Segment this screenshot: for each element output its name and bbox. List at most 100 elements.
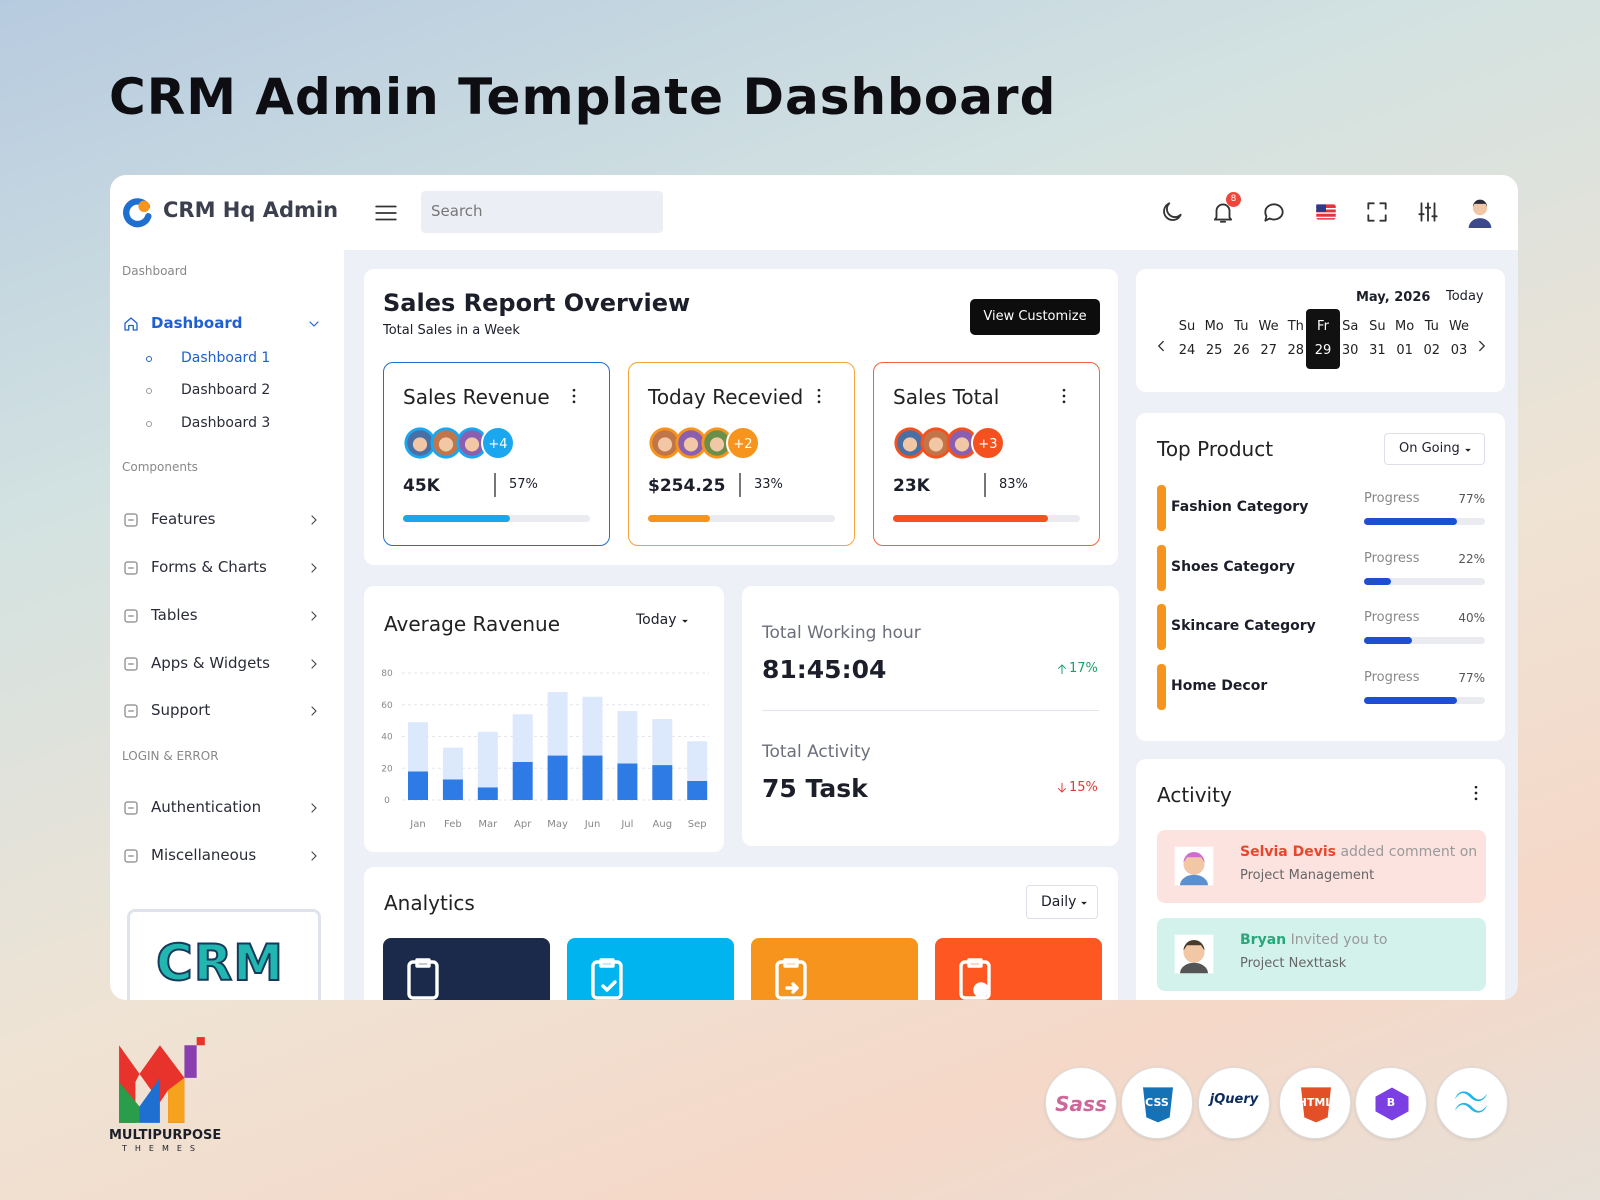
- activity-entry[interactable]: Bryan Invited you to Project Nexttask: [1157, 918, 1486, 991]
- analytics-tile[interactable]: [751, 938, 918, 1000]
- sidebar-subitem[interactable]: Dashboard 1: [146, 347, 326, 371]
- progress-label: Progress: [1364, 669, 1420, 685]
- bar-segment: [617, 763, 638, 800]
- user-avatar[interactable]: [1463, 191, 1497, 231]
- trend-arrow: [1058, 782, 1066, 793]
- filter-dropdown[interactable]: Today: [636, 612, 688, 628]
- icon-part: [139, 1077, 160, 1123]
- search-box[interactable]: Search: [421, 191, 663, 233]
- day-date: 28: [1287, 343, 1305, 358]
- tile-icon: [407, 958, 439, 1000]
- sidebar-item[interactable]: Forms & Charts: [118, 552, 334, 584]
- calendar-day[interactable]: Mo 25: [1197, 309, 1231, 369]
- top-product-card: Top Product On Going Fashion Category Progr…: [1136, 413, 1505, 741]
- icon-part: [1474, 791, 1478, 795]
- progress-track: [1364, 577, 1485, 585]
- calendar-day[interactable]: Mo 01: [1388, 309, 1422, 369]
- sales-report-card: Sales Report Overview Total Sales in a We…: [364, 269, 1118, 565]
- progress-label: Progress: [1364, 610, 1420, 626]
- sidebar-item[interactable]: Tables: [118, 600, 334, 632]
- calendar-day[interactable]: Su 31: [1360, 309, 1394, 369]
- icon-part: [1183, 852, 1205, 863]
- metric-title: Sales Total: [893, 385, 1000, 409]
- calendar-day[interactable]: Su 24: [1170, 309, 1204, 369]
- menu-toggle[interactable]: [373, 200, 399, 226]
- notifications[interactable]: [1210, 199, 1236, 225]
- theme-toggle[interactable]: [1159, 199, 1185, 225]
- icon-part: [311, 706, 317, 716]
- sidebar-item-icon: [124, 704, 138, 718]
- sidebar-item[interactable]: Apps & Widgets: [118, 648, 334, 680]
- today-button[interactable]: Today: [1446, 289, 1484, 304]
- stat-label: Total Working hour: [762, 623, 921, 643]
- sidebar-subitem[interactable]: Dashboard 2: [146, 379, 326, 403]
- page-title: CRM Admin Template Dashboard: [109, 68, 1057, 126]
- tile-icon: [591, 958, 623, 1000]
- fullscreen[interactable]: [1364, 199, 1390, 225]
- x-tick-label: Mar: [478, 819, 498, 830]
- calendar-day[interactable]: Tu 26: [1224, 309, 1258, 369]
- prev-button[interactable]: [1152, 337, 1170, 355]
- tech-shield: [1301, 1087, 1331, 1123]
- calendar-day[interactable]: We 27: [1252, 309, 1286, 369]
- sidebar-item[interactable]: Features: [118, 504, 334, 536]
- sidebar-item[interactable]: Support: [118, 695, 334, 727]
- avatar: [456, 427, 488, 459]
- sales-metric-card: Sales Revenue +4 45K 57%: [383, 362, 610, 546]
- analytics-tile[interactable]: [567, 938, 734, 1000]
- filter-dropdown[interactable]: On Going: [1384, 433, 1485, 465]
- analytics-tile[interactable]: [935, 938, 1102, 1000]
- product-name: Home Decor: [1171, 677, 1268, 694]
- x-tick-label: Jan: [409, 819, 425, 830]
- icon-part: [311, 515, 317, 525]
- icon-part: [415, 958, 431, 968]
- filter-dropdown[interactable]: Daily: [1026, 885, 1098, 919]
- bar-segment: [617, 711, 638, 764]
- more-button[interactable]: [564, 386, 584, 406]
- icon-part: [124, 801, 138, 815]
- settings[interactable]: [1415, 199, 1441, 225]
- next-button[interactable]: [1473, 337, 1491, 355]
- brand-logo: [123, 198, 152, 228]
- sidebar-item-label: Forms & Charts: [151, 558, 267, 576]
- icon-part: [954, 437, 970, 452]
- day-name: Fr: [1317, 319, 1329, 334]
- more-button[interactable]: [809, 386, 829, 406]
- bar-segment: [582, 696, 603, 756]
- product-name: Fashion Category: [1171, 499, 1309, 515]
- icon-part: [572, 388, 576, 392]
- icon-part: [311, 851, 317, 861]
- metric-divider: [494, 473, 496, 497]
- icon-part: [1062, 388, 1066, 392]
- sidebar-item[interactable]: Authentication: [118, 792, 334, 824]
- progress-fill: [1364, 518, 1458, 525]
- sidebar-item[interactable]: Miscellaneous: [118, 840, 334, 872]
- bar-segment: [442, 779, 463, 800]
- sidebar-subitem[interactable]: Dashboard 3: [146, 412, 326, 436]
- more-button[interactable]: [1054, 386, 1074, 406]
- sidebar-item-label: Support: [151, 701, 211, 719]
- icon-part: [311, 611, 317, 621]
- calendar-day[interactable]: Tu 02: [1415, 309, 1449, 369]
- icon-part: [902, 437, 918, 452]
- icon-part: [1474, 797, 1478, 801]
- icon-part: [1058, 664, 1066, 675]
- calendar-day[interactable]: Fr 29: [1306, 309, 1340, 369]
- language[interactable]: [1313, 199, 1339, 225]
- messages[interactable]: [1261, 199, 1287, 225]
- calendar-day[interactable]: Th 28: [1279, 309, 1313, 369]
- dashboard-window: CRM Hq Admin Search 8 Dashboard Dashboard Das…: [110, 175, 1518, 1000]
- calendar-day[interactable]: Sa 30: [1333, 309, 1367, 369]
- calendar-day[interactable]: We 03: [1442, 309, 1476, 369]
- sidebar-item-icon: [124, 317, 138, 331]
- activity-avatar: [1174, 846, 1214, 886]
- sidebar-item[interactable]: Dashboard: [118, 308, 334, 340]
- view-customize-button[interactable]: View Customize: [970, 299, 1100, 335]
- activity-card: Activity Selvia Devis added comment on Pro…: [1136, 759, 1505, 1000]
- trend-arrow: [1058, 664, 1066, 675]
- icon-part: [775, 960, 807, 1000]
- analytics-tile[interactable]: [383, 938, 550, 1000]
- activity-entry[interactable]: Selvia Devis added comment on Project Man…: [1157, 830, 1486, 903]
- more-button[interactable]: [1466, 783, 1486, 803]
- tech-badge: HTML: [1279, 1067, 1351, 1139]
